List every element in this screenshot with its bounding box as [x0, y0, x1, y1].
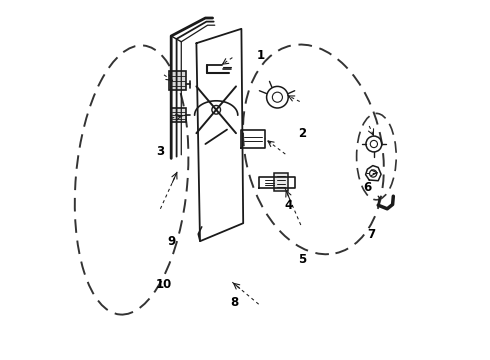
Text: 3: 3: [156, 145, 165, 158]
Text: 1: 1: [257, 49, 265, 62]
Text: 5: 5: [298, 253, 307, 266]
Text: 10: 10: [156, 278, 172, 291]
Text: 4: 4: [284, 199, 293, 212]
Text: 7: 7: [367, 228, 375, 240]
FancyBboxPatch shape: [171, 108, 186, 122]
Text: 9: 9: [167, 235, 175, 248]
Text: 8: 8: [230, 296, 238, 309]
Text: 6: 6: [363, 181, 371, 194]
Text: 2: 2: [298, 127, 307, 140]
FancyBboxPatch shape: [274, 173, 288, 191]
FancyBboxPatch shape: [169, 71, 186, 90]
